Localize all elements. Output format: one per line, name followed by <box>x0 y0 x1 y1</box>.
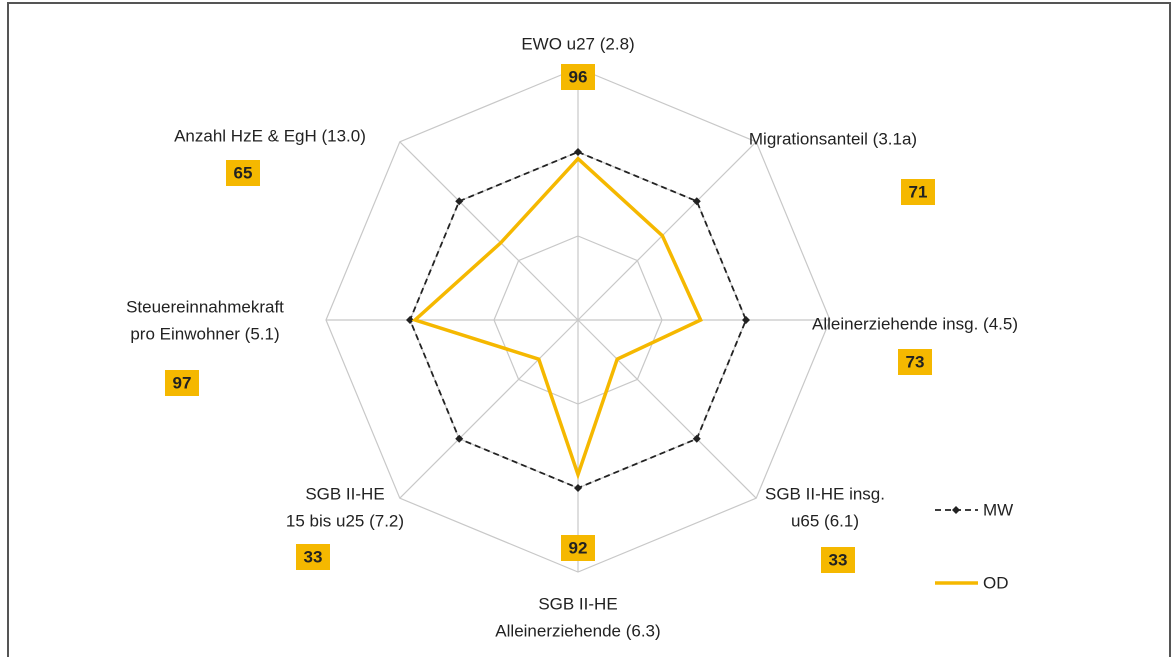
series-line <box>411 156 703 480</box>
marker <box>692 197 701 206</box>
value-label: 71 <box>909 182 928 201</box>
frame <box>7 2 1171 657</box>
spoke <box>399 319 579 499</box>
value-label: 33 <box>304 547 323 566</box>
category-label: Migrationsanteil (3.1a) <box>749 129 917 148</box>
value-label: 96 <box>569 67 588 86</box>
legend-label: OD <box>983 573 1009 592</box>
marker <box>742 316 750 324</box>
category-label: Alleinerziehende insg. (4.5) <box>812 314 1018 333</box>
marker <box>692 434 701 443</box>
category-label: SGB II-HE <box>538 594 617 613</box>
value-box <box>296 544 330 570</box>
category-label: u65 (6.1) <box>791 511 859 530</box>
value-box <box>898 349 932 375</box>
value-box <box>226 160 260 186</box>
legend-label: MW <box>983 500 1013 519</box>
value-box <box>165 370 199 396</box>
category-label: Alleinerziehende (6.3) <box>495 621 660 640</box>
value-label: 65 <box>234 163 253 182</box>
marker <box>574 484 582 492</box>
category-label: 15 bis u25 (7.2) <box>286 511 404 530</box>
category-label: Steuereinnahmekraft <box>126 297 284 316</box>
marker <box>455 434 464 443</box>
spoke <box>577 319 757 499</box>
category-label: SGB II-HE insg. <box>765 484 885 503</box>
value-label: 33 <box>829 550 848 569</box>
value-box <box>821 547 855 573</box>
value-label: 73 <box>906 352 925 371</box>
value-box <box>561 535 595 561</box>
marker <box>455 197 464 206</box>
category-label: EWO u27 (2.8) <box>521 34 634 53</box>
category-label: SGB II-HE <box>305 484 384 503</box>
legend-marker <box>952 506 960 514</box>
value-box <box>561 64 595 90</box>
value-label: 92 <box>569 538 588 557</box>
marker <box>574 148 582 156</box>
category-label: Anzahl HzE & EgH (13.0) <box>174 126 366 145</box>
value-box <box>901 179 935 205</box>
spoke <box>577 141 757 321</box>
marker <box>406 316 414 324</box>
category-label: pro Einwohner (5.1) <box>130 324 279 343</box>
spoke <box>399 141 579 321</box>
value-label: 97 <box>173 373 192 392</box>
